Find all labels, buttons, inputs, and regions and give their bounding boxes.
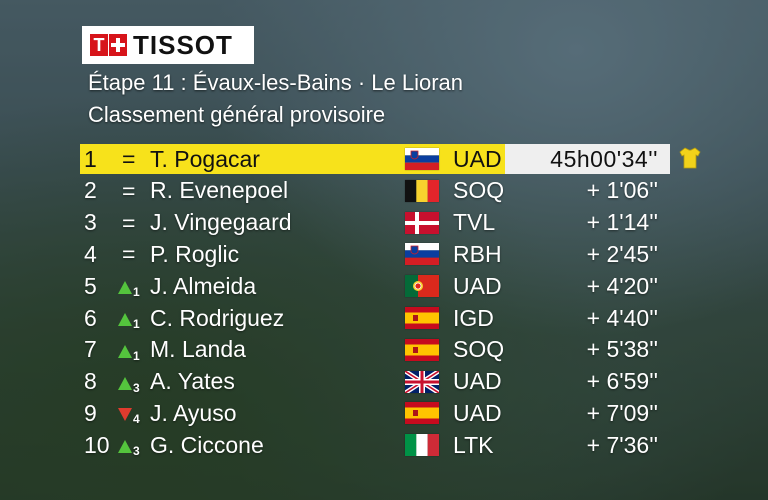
team-code: UAD — [453, 145, 502, 172]
time-gap: + 7'36'' — [586, 431, 658, 458]
rank-change-count: 3 — [133, 380, 140, 395]
rank-position: 1 — [84, 145, 97, 172]
rider-name: J. Almeida — [150, 272, 257, 299]
table-row: 6 1 C. Rodriguez IGD + 4'40'' — [80, 303, 670, 333]
arrow-up-icon — [118, 344, 132, 358]
team-code: SOQ — [453, 336, 505, 363]
slovenia-flag-icon — [405, 243, 439, 266]
rank-unchanged: = — [114, 208, 150, 238]
table-row: 10 3 G. Ciccone LTK + 7'36'' — [80, 430, 670, 460]
team-code: IGD — [453, 304, 494, 331]
stage-title: Étape 11 : Évaux-les-Bains · Le Lioran — [88, 70, 464, 95]
rank-up-indicator: 3 — [114, 430, 150, 460]
table-row: 3 = J. Vingegaard TVL + 1'14'' — [80, 208, 670, 238]
time-gap: + 4'40'' — [586, 304, 658, 331]
leader-total-time: 45h00'34'' — [550, 145, 658, 172]
arrow-up-icon — [118, 440, 132, 454]
team-code: UAD — [453, 368, 502, 395]
rank-unchanged-symbol: = — [122, 209, 136, 236]
logo-t-mark: T — [90, 34, 108, 56]
logo-cross-mark — [109, 34, 127, 56]
yellow-jersey-icon — [679, 147, 701, 169]
table-row: 7 1 M. Landa SOQ + 5'38'' — [80, 335, 670, 365]
rider-name: A. Yates — [150, 368, 235, 395]
rider-name: G. Ciccone — [150, 431, 264, 458]
tissot-logo: T TISSOT — [82, 26, 254, 64]
rank-change-count: 1 — [133, 285, 140, 300]
team-code: UAD — [453, 399, 502, 426]
arrow-up-icon — [118, 281, 132, 295]
rider-name: J. Vingegaard — [150, 209, 292, 236]
slovenia-flag-icon — [405, 148, 439, 170]
spain-flag-icon — [405, 307, 439, 329]
rank-position: 9 — [84, 399, 97, 426]
table-row: 9 4 J. Ayuso UAD + 7'09'' — [80, 398, 670, 428]
rank-unchanged-symbol: = — [122, 241, 136, 268]
time-gap: + 1'06'' — [586, 177, 658, 204]
rider-name: P. Roglic — [150, 240, 240, 267]
uk-flag-icon — [405, 370, 439, 393]
spain-flag-icon — [405, 402, 439, 425]
arrow-down-icon — [118, 408, 132, 422]
table-row: 8 3 A. Yates UAD + 6'59'' — [80, 367, 670, 397]
team-code: LTK — [453, 431, 494, 458]
rank-change-count: 1 — [133, 317, 140, 331]
belgium-flag-icon — [405, 179, 439, 202]
rank-unchanged: = — [114, 239, 150, 269]
table-row-leader: 1 = T. Pogacar UAD 45h00'34'' — [80, 144, 670, 174]
time-gap: + 4'20'' — [586, 272, 658, 299]
time-gap: + 6'59'' — [586, 368, 658, 395]
arrow-up-icon — [118, 313, 132, 326]
time-gap: + 1'14'' — [586, 209, 658, 236]
rider-name: C. Rodriguez — [150, 304, 285, 331]
rank-change-count: 3 — [133, 444, 140, 459]
rank-position: 10 — [84, 431, 110, 458]
team-code: RBH — [453, 240, 502, 267]
rank-position: 5 — [84, 272, 97, 299]
denmark-flag-icon — [405, 211, 439, 234]
rider-name: M. Landa — [150, 336, 246, 363]
table-row: 4 = P. Roglic RBH + 2'45'' — [80, 239, 670, 269]
time-gap: + 2'45'' — [586, 240, 658, 267]
rank-up-indicator: 1 — [114, 335, 150, 365]
classification-subtitle: Classement général provisoire — [88, 102, 386, 127]
rank-position: 7 — [84, 336, 97, 363]
rank-position: 3 — [84, 209, 97, 236]
rank-unchanged: = — [114, 176, 150, 206]
rank-down-indicator: 4 — [114, 398, 150, 428]
table-row: 5 1 J. Almeida UAD + 4'20'' — [80, 271, 670, 301]
team-code: TVL — [453, 209, 496, 236]
arrow-up-icon — [118, 376, 132, 390]
rank-position: 6 — [84, 304, 97, 331]
rank-position: 8 — [84, 368, 97, 395]
logo-brand-text: TISSOT — [133, 29, 233, 60]
rank-change-count: 4 — [133, 412, 140, 427]
team-code: UAD — [453, 272, 502, 299]
rank-up-indicator: 1 — [114, 271, 150, 301]
portugal-flag-icon — [405, 275, 439, 298]
rank-unchanged-symbol: = — [122, 177, 136, 204]
rank-unchanged: = — [114, 144, 150, 174]
rider-name: J. Ayuso — [150, 399, 237, 426]
rank-up-indicator: 3 — [114, 367, 150, 397]
rank-position: 4 — [84, 240, 97, 267]
italy-flag-icon — [405, 434, 439, 457]
spain-flag-icon — [405, 338, 439, 361]
time-gap: + 7'09'' — [586, 399, 658, 426]
rank-up-indicator: 1 — [114, 303, 150, 333]
rank-position: 2 — [84, 177, 97, 204]
team-code: SOQ — [453, 177, 505, 204]
rank-unchanged-symbol: = — [122, 146, 136, 172]
rank-change-count: 1 — [133, 348, 140, 363]
rider-name: R. Evenepoel — [150, 177, 289, 204]
rider-name: T. Pogacar — [150, 145, 260, 172]
time-gap: + 5'38'' — [586, 336, 658, 363]
table-row: 2 = R. Evenepoel SOQ + 1'06'' — [80, 176, 670, 206]
